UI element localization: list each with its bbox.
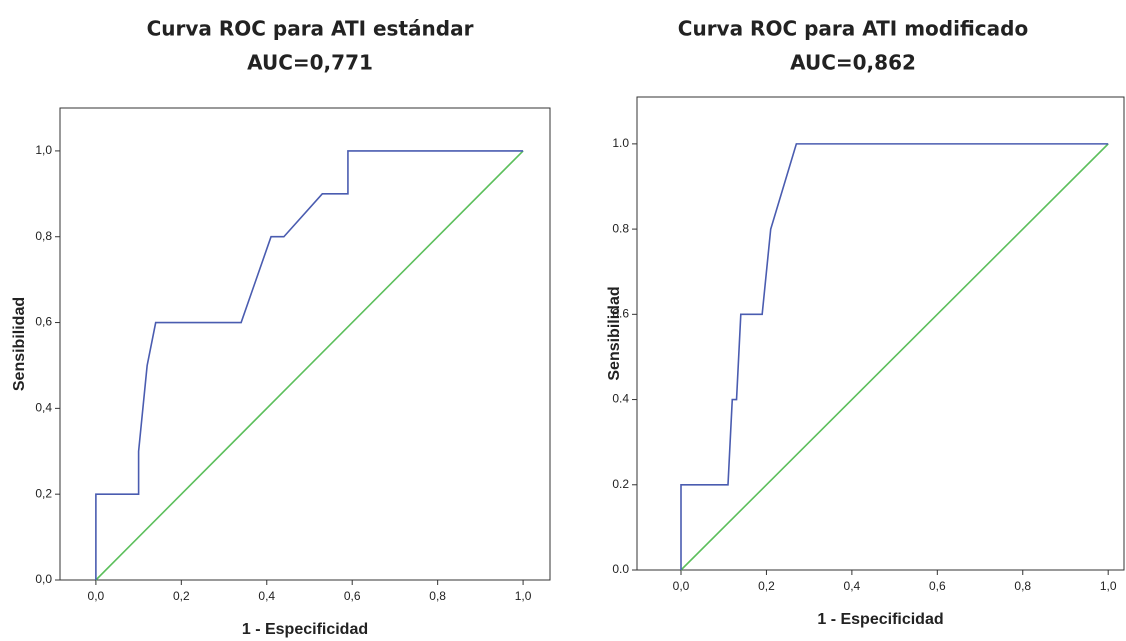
x-axis-title: 1 - Especificidad — [242, 621, 368, 638]
x-tick-label: 0,4 — [258, 589, 275, 603]
plot-frame — [636, 96, 1125, 571]
x-tick-label: 0,2 — [173, 589, 190, 603]
x-axis-title: 1 - Especificidad — [817, 611, 943, 628]
y-tick-label: 0.2 — [612, 477, 629, 491]
roc-line — [680, 143, 1109, 571]
chart-title: Curva ROC para ATI estándar — [147, 17, 474, 41]
x-tick-label: 0,4 — [844, 579, 861, 593]
y-tick-label: 1.0 — [612, 136, 629, 150]
x-tick-label: 1,0 — [515, 589, 532, 603]
roc-line — [95, 150, 524, 581]
y-tick-label: 0,6 — [35, 315, 52, 329]
x-tick-label: 0,6 — [344, 589, 361, 603]
y-tick-label: 0.8 — [612, 221, 629, 235]
chart-title: Curva ROC para ATI modificado — [678, 17, 1028, 41]
x-tick-label: 0,6 — [929, 579, 946, 593]
y-tick-label: 0.0 — [612, 562, 629, 576]
y-tick-label: 0,8 — [35, 229, 52, 243]
chart-subtitle: AUC=0,771 — [247, 51, 373, 75]
y-tick-label: 0,2 — [35, 486, 52, 500]
x-tick-label: 0,2 — [758, 579, 775, 593]
roc-line — [95, 150, 524, 580]
y-tick-label: 0.4 — [612, 392, 629, 406]
y-tick-label: 1,0 — [35, 143, 52, 157]
plot-frame — [59, 107, 551, 581]
x-tick-label: 0,8 — [1014, 579, 1031, 593]
y-axis-title: Sensibilidad — [11, 297, 28, 391]
y-axis-title: Sensibilidad — [606, 286, 623, 380]
x-tick-label: 0,8 — [429, 589, 446, 603]
y-tick-label: 0,0 — [35, 572, 52, 586]
y-tick-label: 0.6 — [612, 306, 629, 320]
x-tick-label: 0,0 — [673, 579, 690, 593]
x-tick-label: 0,0 — [88, 589, 105, 603]
roc-line — [680, 143, 1109, 570]
y-tick-label: 0,4 — [35, 401, 52, 415]
chart-subtitle: AUC=0,862 — [790, 51, 916, 75]
x-tick-label: 1,0 — [1100, 579, 1117, 593]
